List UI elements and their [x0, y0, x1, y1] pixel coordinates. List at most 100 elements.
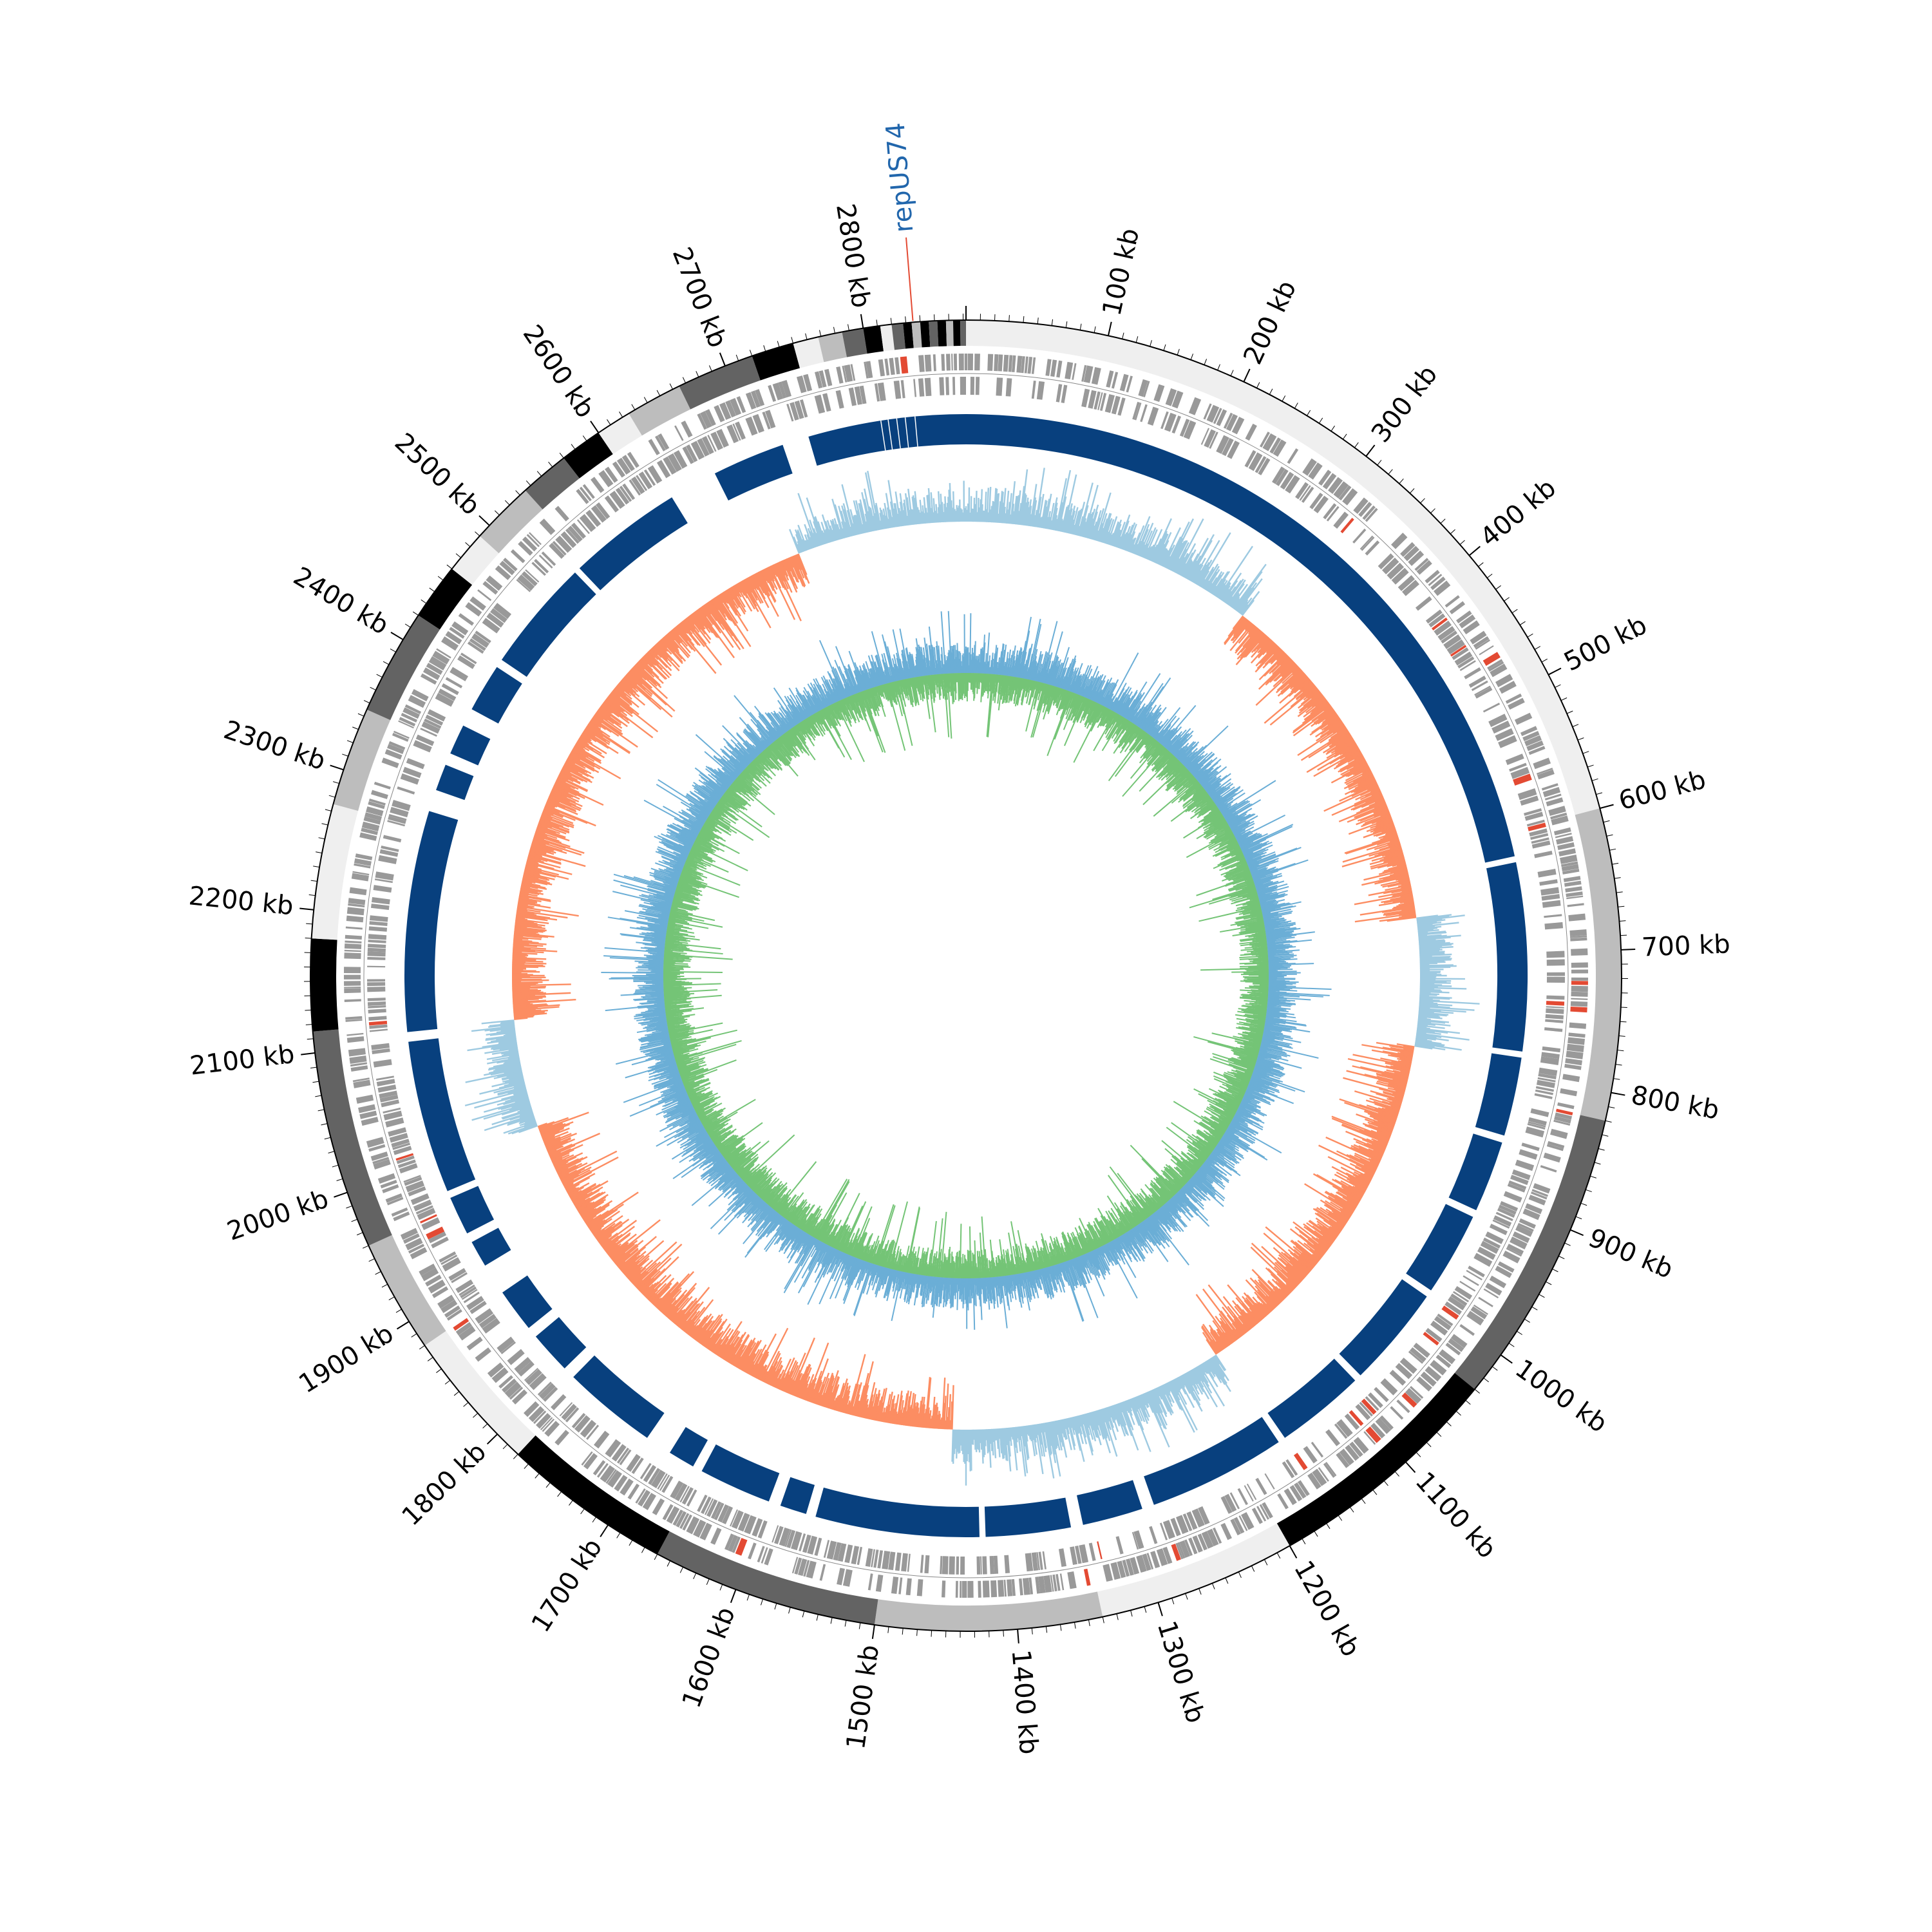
gc-content-bar	[1199, 1364, 1206, 1373]
gc-content-bar	[513, 934, 542, 938]
gc-skew-bar-positive	[1037, 663, 1043, 682]
gc-content-bar	[525, 864, 542, 871]
gc-content-bar	[512, 992, 571, 997]
gc-content-bar	[1070, 507, 1079, 535]
gc-content-bar	[873, 1393, 881, 1421]
cds-feature	[1220, 1495, 1233, 1514]
gc-content-bar	[523, 872, 548, 880]
gc-content-bar	[489, 1027, 515, 1032]
gc-content-bar	[1366, 1104, 1399, 1117]
contig-ring	[310, 319, 1622, 1632]
gc-content-bar	[1233, 1315, 1248, 1333]
cds-feature	[1159, 1522, 1168, 1540]
gc-content-bar	[714, 597, 731, 621]
gc-content-bar	[1394, 1072, 1409, 1077]
gc-content-bar	[856, 510, 864, 534]
gc-content-bar	[813, 528, 820, 547]
contig-segment	[874, 1591, 1103, 1631]
gc-content-bar	[605, 697, 624, 712]
gc-content-bar	[1327, 730, 1349, 746]
gc-content-bar	[1083, 1414, 1090, 1435]
gc-content-bar	[940, 1417, 943, 1430]
gc-skew-bar-negative	[1033, 681, 1036, 689]
gc-content-bar	[1007, 1427, 1011, 1457]
cds-feature	[424, 718, 442, 729]
gc-content-bar	[743, 579, 772, 629]
gc-content-bar	[515, 920, 538, 925]
gc-content-bar	[658, 1289, 679, 1311]
gc-content-bar	[824, 1385, 833, 1408]
gc-skew-bar-negative	[998, 675, 1004, 711]
gc-content-bar	[1153, 1388, 1168, 1417]
gc-content-bar	[586, 725, 604, 738]
gc-content-bar	[602, 703, 630, 724]
gc-content-bar	[507, 1123, 538, 1135]
gc-content-bar	[1265, 643, 1276, 654]
contig-segment	[598, 413, 642, 455]
gc-content-bar	[621, 679, 637, 694]
gc-content-bar	[1342, 844, 1401, 863]
gc-content-bar	[1278, 1288, 1288, 1298]
cds-feature	[1353, 1437, 1369, 1454]
gc-content-bar	[1162, 547, 1173, 567]
gc-content-bar	[816, 1384, 825, 1405]
gc-content-bar	[1247, 625, 1256, 635]
gc-content-bar	[652, 645, 668, 662]
gc-content-bar	[806, 497, 824, 545]
gc-content-bar	[1297, 1240, 1321, 1260]
gc-content-bar	[770, 1368, 780, 1387]
gc-content-bar	[1354, 781, 1378, 793]
gc-content-bar	[773, 564, 802, 621]
cds-feature	[475, 630, 491, 643]
gc-content-bar	[1328, 1211, 1347, 1224]
gc-content-bar	[666, 1282, 697, 1318]
gc-content-bar	[1417, 929, 1439, 933]
gc-content-bar	[1385, 830, 1397, 836]
cds-feature	[891, 1577, 899, 1594]
gc-content-bar	[927, 495, 931, 524]
gc-content-bar	[698, 1314, 721, 1344]
gc-content-bar	[1193, 540, 1220, 584]
gc-content-bar	[655, 643, 669, 659]
cds-feature	[814, 1537, 822, 1556]
gc-content-bar	[1119, 533, 1126, 549]
gc-content-bar	[1356, 1113, 1394, 1129]
gc-content-bar	[650, 1282, 672, 1304]
gc-skew-bar-positive	[1002, 665, 1005, 676]
gc-content-bar	[826, 520, 835, 542]
gc-content-bar	[547, 1144, 563, 1153]
gc-content-bar	[522, 879, 536, 884]
gc-content-bar	[479, 1082, 526, 1095]
cds-feature	[1459, 1323, 1475, 1336]
gc-content-bar	[1419, 965, 1457, 968]
gc-content-bar	[1356, 811, 1390, 826]
gc-content-bar	[1088, 504, 1099, 539]
gc-content-bar	[515, 922, 538, 927]
cds-feature	[554, 506, 569, 522]
gc-content-bar	[498, 1081, 525, 1089]
gc-content-bar	[1135, 524, 1150, 556]
gc-content-bar	[654, 1281, 679, 1307]
gc-content-bar	[708, 601, 734, 637]
gc-content-bar	[1125, 524, 1137, 551]
gc-content-bar	[533, 838, 550, 845]
cds-feature	[533, 1410, 547, 1425]
cds-feature	[1142, 381, 1150, 397]
gc-content-bar	[538, 1117, 569, 1130]
gc-content-bar	[639, 659, 659, 679]
gc-content-bar	[557, 1164, 577, 1175]
gc-content-bar	[1008, 1427, 1011, 1441]
gc-content-bar	[1066, 515, 1073, 534]
gc-content-bar	[1298, 694, 1323, 714]
cds-feature	[1482, 652, 1501, 666]
gc-content-bar	[1010, 504, 1015, 524]
gc-content-bar	[1082, 1414, 1094, 1452]
gc-content-bar	[1318, 1144, 1376, 1173]
gc-content-bar	[659, 639, 668, 649]
gc-content-bar	[1390, 867, 1408, 874]
gc-content-bar	[1122, 524, 1134, 551]
cds-feature	[1459, 660, 1476, 671]
gc-content-bar	[1218, 582, 1231, 600]
gc-content-bar	[1374, 840, 1400, 851]
cds-feature	[1164, 412, 1177, 432]
